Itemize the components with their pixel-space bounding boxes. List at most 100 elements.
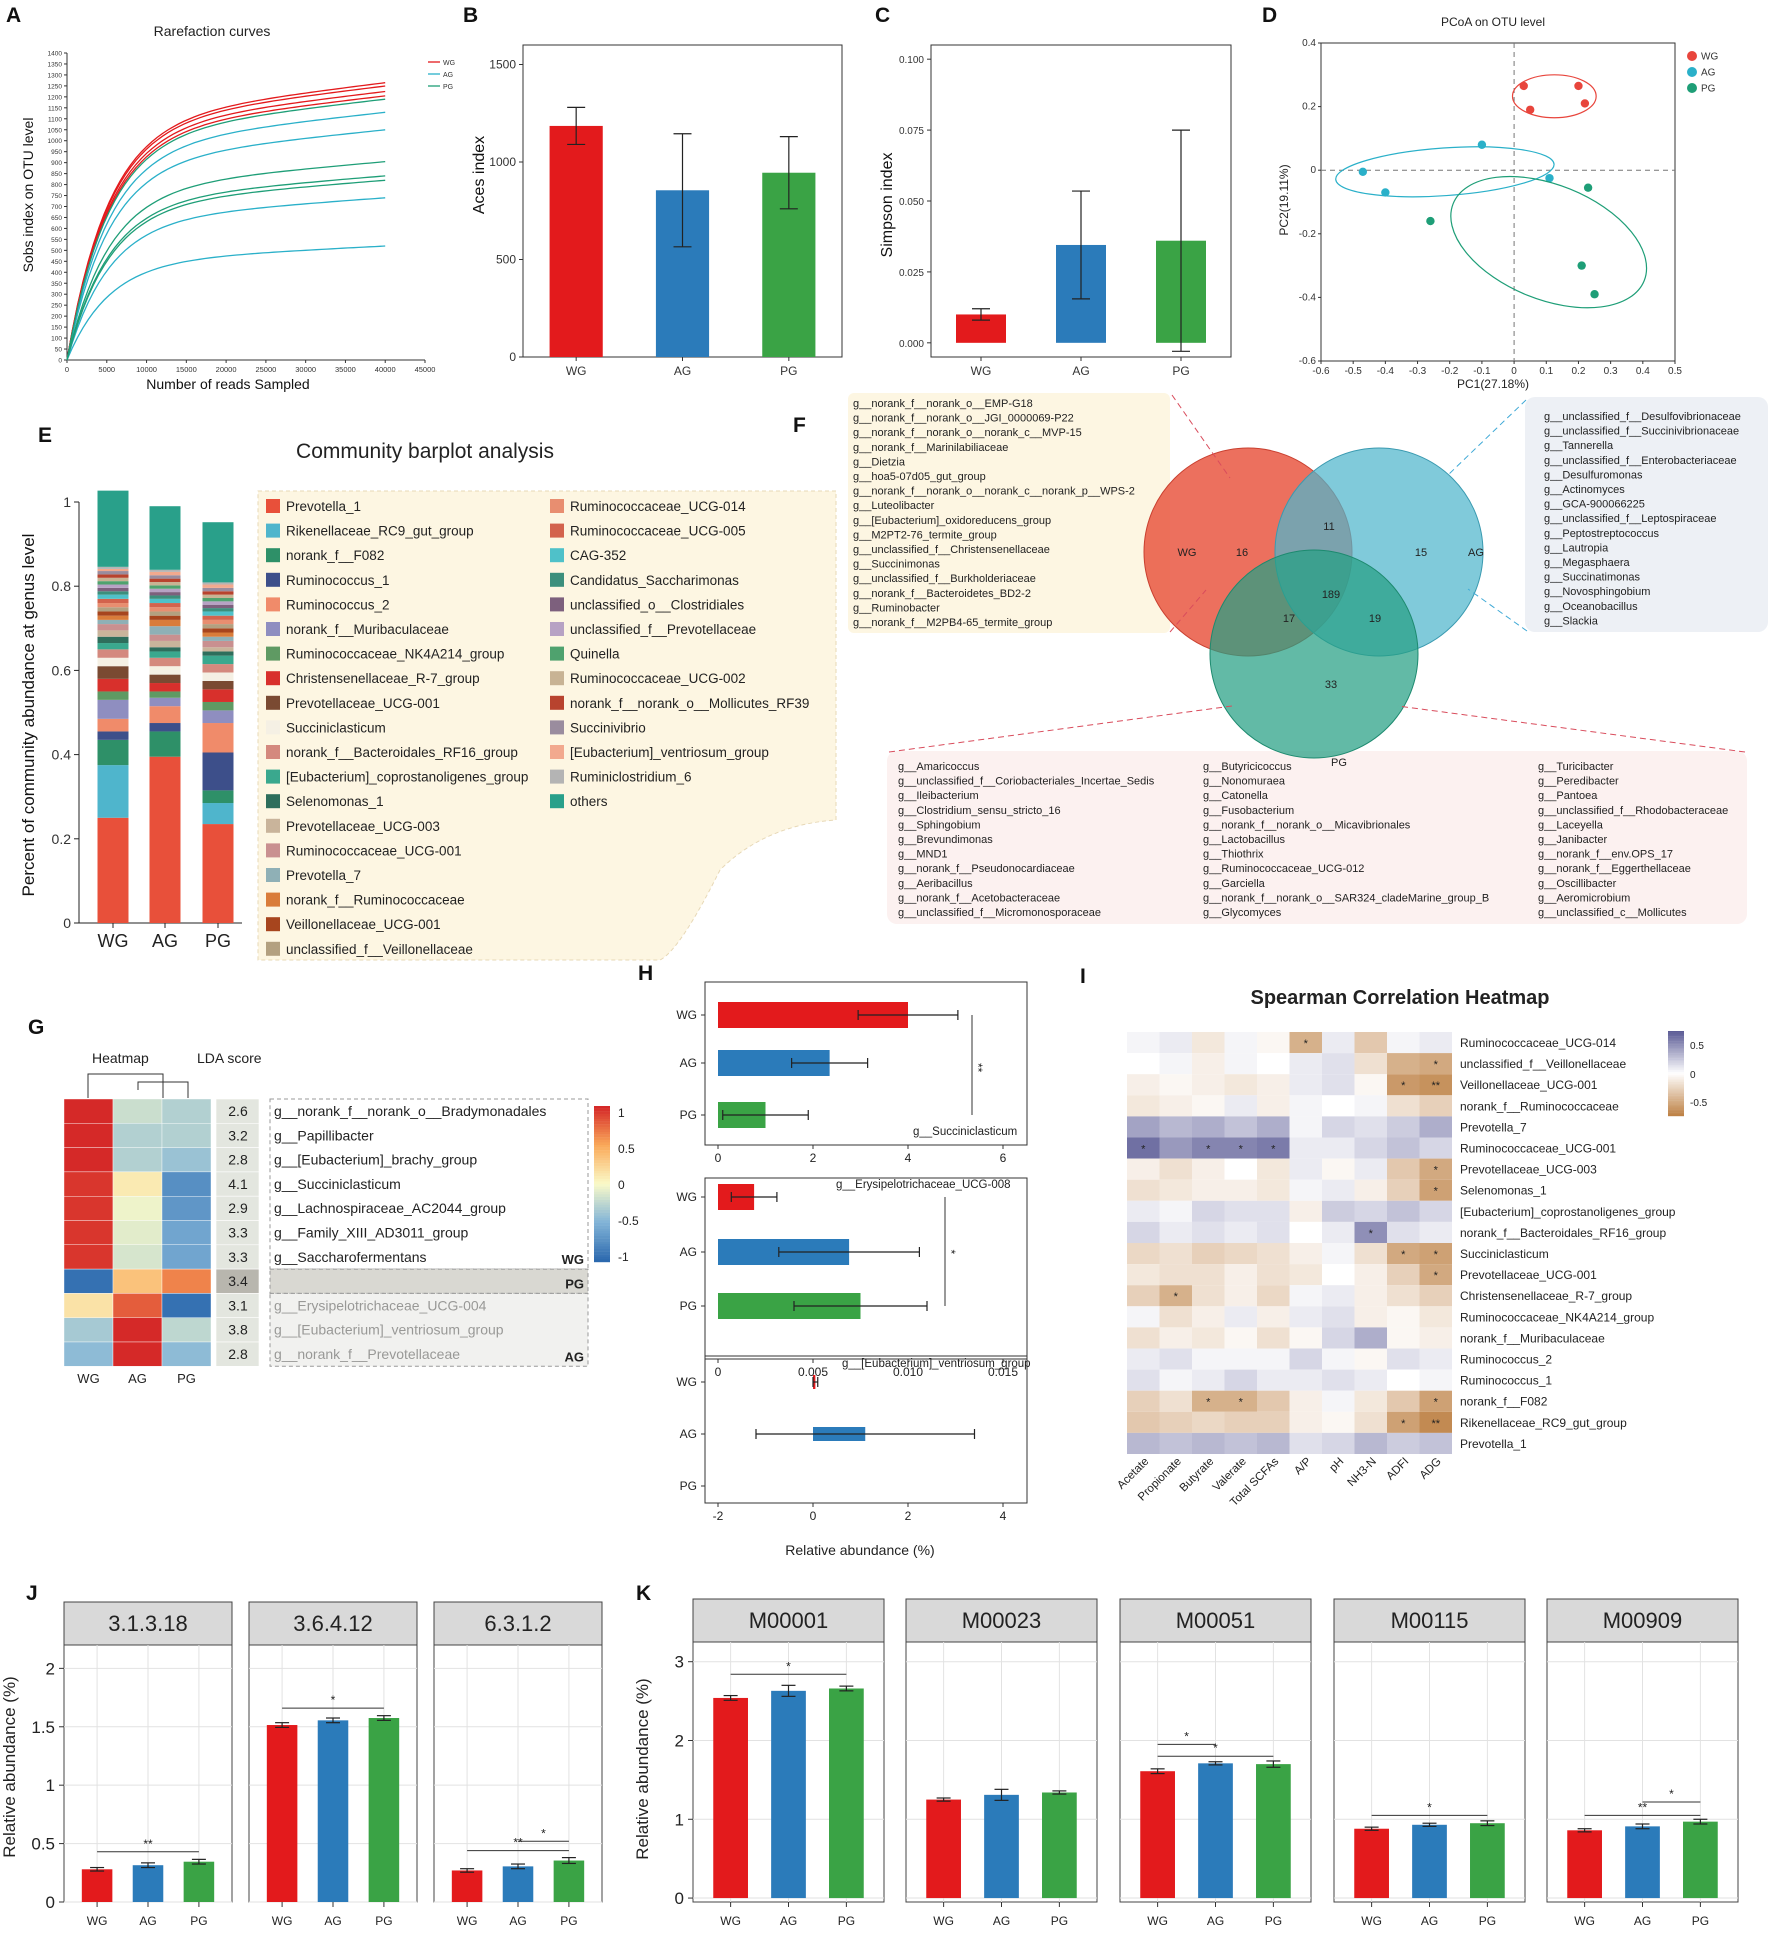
community-barplot-panel: Community barplot analysis Percent of co… (19, 440, 837, 961)
significance-mark: * (1401, 1080, 1406, 1092)
venn-count-ag-only: 15 (1415, 547, 1427, 559)
heatmap-cell (112, 1123, 163, 1148)
significance-mark: * (541, 1826, 546, 1840)
correlation-cell (1289, 1116, 1322, 1138)
connector-line (1447, 399, 1527, 476)
aces-y-label: Aces index (471, 136, 488, 214)
confidence-ellipse-wg (1511, 74, 1597, 119)
category-label: WG (676, 1375, 697, 1389)
correlation-cell (1192, 1179, 1225, 1201)
legend-label: Christensenellaceae_R-7_group (286, 671, 480, 686)
x-tick-label: AG (139, 1914, 156, 1928)
correlation-cell (1159, 1137, 1192, 1159)
stack-segment (97, 587, 129, 592)
rarefaction-x-label: Number of reads Sampled (146, 376, 309, 392)
taxon-label: g__norank_f__norank_o__Bradymonadales (274, 1103, 546, 1119)
ag-unique-genus: g__Tannerella (1544, 440, 1614, 452)
legend-label: PG (1701, 84, 1716, 95)
pcoa-point-ag (1477, 140, 1487, 149)
pcoa-point-ag (1358, 167, 1368, 176)
stack-segment (97, 731, 129, 740)
colorbar-step (1668, 1058, 1684, 1061)
x-tick-label: 40000 (375, 365, 396, 374)
correlation-cell (1224, 1390, 1257, 1412)
row-label: Veillonellaceae_UCG-001 (1460, 1078, 1598, 1092)
colorbar-step (1668, 1088, 1684, 1091)
correlation-cell (1289, 1179, 1322, 1201)
facet-strip (905, 1598, 1098, 1643)
correlation-cell (1387, 1158, 1420, 1180)
x-axis-label: Relative abundance (%) (785, 1542, 934, 1558)
facet-label: M00051 (1176, 1608, 1256, 1633)
correlation-cell (1419, 1158, 1452, 1180)
correlation-cell (1354, 1390, 1387, 1412)
correlation-cell (1354, 1369, 1387, 1391)
x-tick-label: 0.3 (1604, 366, 1618, 377)
correlation-cell (1354, 1264, 1387, 1286)
rarefaction-curve-pg (66, 160, 386, 361)
correlation-cell (1354, 1095, 1387, 1117)
x-tick-label: 25000 (255, 365, 276, 374)
legend-swatch (266, 622, 280, 636)
colorbar-step (594, 1181, 610, 1185)
colorbar-step (1668, 1032, 1684, 1035)
ag-unique-genus: g__Oceanobacillus (1544, 601, 1638, 613)
y-tick-label: 1000 (48, 138, 63, 145)
colorbar-step (1668, 1087, 1684, 1089)
pg-unique-genus: g__Fusobacterium (1203, 805, 1294, 817)
correlation-cell (1192, 1264, 1225, 1286)
colorbar-step (1668, 1109, 1684, 1112)
x-tick-label: 0.4 (1636, 366, 1650, 377)
stack-segment (149, 595, 181, 599)
x-tick-label: -0.2 (1441, 366, 1459, 377)
correlation-cell (1224, 1285, 1257, 1307)
x-tick-label: 4 (905, 1151, 912, 1165)
significance-mark: * (1141, 1144, 1146, 1156)
legend-swatch (266, 745, 280, 759)
stack-segment (202, 608, 234, 612)
heatmap-cell (63, 1317, 114, 1343)
bar-ag (317, 1720, 349, 1902)
correlation-cell (1419, 1200, 1452, 1222)
rarefaction-curve-wg (66, 95, 386, 361)
stack-segment (97, 581, 129, 585)
y-tick-label: 1200 (48, 94, 63, 101)
column-label: PG (177, 1371, 196, 1386)
colorbar-tick: -0.5 (1690, 1098, 1708, 1109)
colorbar-step (1668, 1085, 1684, 1088)
stack-segment (202, 664, 234, 673)
heatmap-cell (63, 1293, 114, 1318)
correlation-cell (1257, 1243, 1290, 1265)
colorbar-step (1668, 1034, 1684, 1037)
correlation-cell (1419, 1411, 1452, 1433)
correlation-cell (1387, 1432, 1420, 1454)
correlation-cell (1192, 1137, 1225, 1159)
taxon-label: g__Succiniclasticum (274, 1176, 401, 1192)
x-tick-label: 0.010 (893, 1365, 923, 1379)
rarefaction-curve-ag (66, 111, 386, 361)
wg-unique-genus: g__norank_f__M2PB4-65_termite_group (853, 617, 1052, 629)
correlation-cell (1224, 1116, 1257, 1138)
correlation-cell (1354, 1221, 1387, 1243)
stack-segment (97, 603, 129, 608)
stack-segment (97, 630, 129, 637)
rarefaction-curve-wg (66, 90, 386, 361)
correlation-cell (1419, 1221, 1452, 1243)
stack-segment (202, 615, 234, 620)
stack-segment (202, 619, 234, 625)
colorbar-step (594, 1139, 610, 1143)
stack-segment (149, 731, 181, 757)
x-tick-label: PG (205, 931, 231, 951)
legend-label: norank_f__Ruminococcaceae (286, 893, 465, 908)
correlation-cell (1419, 1116, 1452, 1138)
stack-segment (202, 672, 234, 681)
legend-swatch (266, 695, 280, 710)
correlation-cell (1192, 1032, 1225, 1054)
correlation-cell (1159, 1095, 1192, 1117)
y-tick-label: 0.2 (1302, 102, 1316, 113)
x-tick-label: AG (1634, 1914, 1651, 1928)
stack-segment (202, 522, 234, 583)
x-tick-label: PG (1265, 1914, 1282, 1928)
facet-strip (248, 1601, 418, 1646)
